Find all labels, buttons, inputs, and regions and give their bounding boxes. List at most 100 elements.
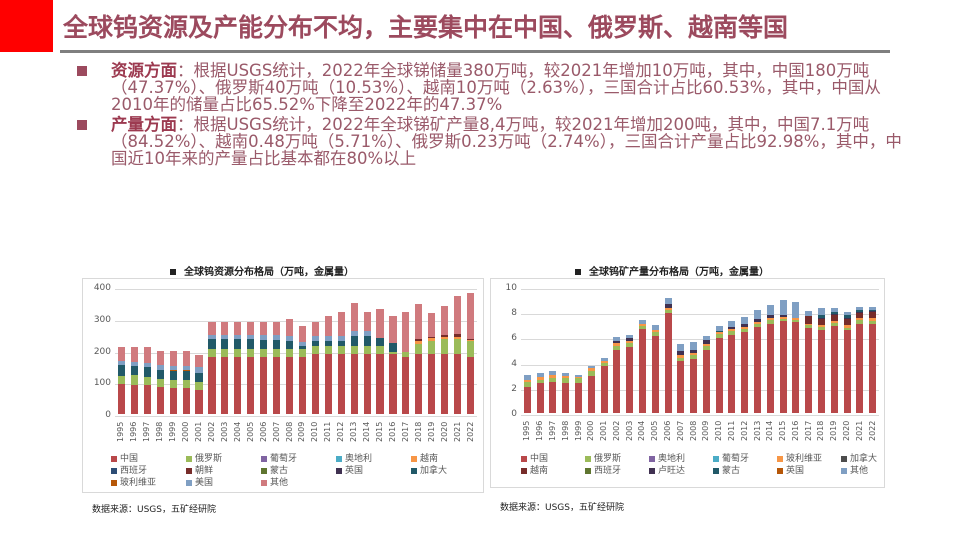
x-tick-label: 2006 xyxy=(663,420,673,441)
bar-segment xyxy=(690,342,698,351)
bar-segment xyxy=(843,327,851,331)
bar-segment xyxy=(221,356,229,414)
bar-segment xyxy=(715,338,723,413)
legend-item: 葡萄牙 xyxy=(261,451,297,464)
x-tick-label: 2017 xyxy=(803,420,813,441)
x-tick-label: 1997 xyxy=(142,421,152,442)
bar-segment xyxy=(651,332,659,337)
bar-segment xyxy=(856,317,864,321)
legend-item: 越南 xyxy=(521,463,548,476)
bar-segment xyxy=(651,324,659,330)
bar-segment xyxy=(587,370,595,376)
bar-segment xyxy=(285,356,294,414)
bar-2010 xyxy=(311,321,319,414)
bar-segment xyxy=(402,356,410,414)
x-tick-label: 1997 xyxy=(547,420,557,441)
title-marker-icon xyxy=(170,269,176,275)
legend-swatch-icon xyxy=(261,467,267,474)
bar-segment xyxy=(690,352,698,356)
x-tick-label: 2013 xyxy=(752,420,762,441)
bar-segment xyxy=(856,312,864,318)
legend-swatch-icon xyxy=(186,467,192,474)
bar-segment xyxy=(143,376,151,385)
bullet-resources: 资源方面：根据USGS统计，2022年全球锑储量380万吨，较2021年增加10… xyxy=(75,62,905,113)
bar-segment xyxy=(523,386,531,413)
x-tick-label: 2021 xyxy=(854,420,864,441)
bar-segment xyxy=(792,317,800,320)
bar-segment xyxy=(247,334,255,340)
x-tick-label: 2019 xyxy=(829,420,839,441)
title-divider xyxy=(60,50,890,53)
legend-swatch-icon xyxy=(649,455,655,462)
bar-segment xyxy=(285,340,294,349)
x-tick-label: 2020 xyxy=(439,421,449,442)
legend-swatch-icon xyxy=(336,467,342,474)
bar-segment xyxy=(415,304,423,340)
bar-1999 xyxy=(169,350,177,414)
bullet-text: ：根据USGS统计，2022年全球锑储量380万吨，较2021年增加10万吨，其… xyxy=(111,61,881,114)
bar-segment xyxy=(466,339,475,341)
bar-segment xyxy=(779,318,787,322)
bar-segment xyxy=(169,369,177,372)
bar-segment xyxy=(843,325,851,328)
bar-segment xyxy=(143,363,151,368)
legend-item: 越南 xyxy=(411,451,438,464)
bar-segment xyxy=(613,343,621,346)
bar-segment xyxy=(715,326,723,332)
bar-segment xyxy=(830,312,838,314)
bar-segment xyxy=(389,352,397,354)
legend-swatch-icon xyxy=(521,467,527,474)
x-tick-label: 2008 xyxy=(688,420,698,441)
bar-segment xyxy=(285,318,294,336)
bar-segment xyxy=(677,357,685,362)
bar-segment xyxy=(454,336,462,340)
bar-segment xyxy=(690,355,698,359)
bar-segment xyxy=(600,362,608,367)
bar-segment xyxy=(350,331,358,337)
bar-segment xyxy=(600,366,608,413)
bar-segment xyxy=(690,358,698,413)
bar-segment xyxy=(273,356,281,414)
bar-segment xyxy=(441,306,449,335)
bar-2009 xyxy=(702,336,710,413)
bar-segment xyxy=(830,321,838,323)
legend-item: 中国 xyxy=(521,451,548,464)
bar-segment xyxy=(221,339,229,349)
bar-segment xyxy=(324,341,332,346)
bar-2019 xyxy=(830,308,838,413)
bar-segment xyxy=(260,356,268,414)
bar-segment xyxy=(677,355,685,358)
gridline xyxy=(521,314,879,316)
bar-segment xyxy=(805,325,813,328)
y-tick-label: 0 xyxy=(105,410,111,420)
legend-swatch-icon xyxy=(521,455,527,462)
bar-segment xyxy=(260,335,268,341)
legend-item: 奥地利 xyxy=(336,451,372,464)
bullet-list: 资源方面：根据USGS统计，2022年全球锑储量380万吨，较2021年增加10… xyxy=(75,62,905,170)
bar-1998 xyxy=(156,350,164,414)
bar-segment xyxy=(856,323,864,413)
legend-item: 玻利维亚 xyxy=(777,451,822,464)
bar-segment xyxy=(247,348,255,357)
legend-swatch-icon xyxy=(841,455,847,462)
bar-segment xyxy=(466,293,475,340)
bar-segment xyxy=(169,387,177,414)
bullet-square-icon xyxy=(77,120,87,130)
bar-segment xyxy=(428,353,436,414)
bar-segment xyxy=(562,382,570,413)
bar-segment xyxy=(130,384,138,414)
bar-segment xyxy=(169,366,177,370)
x-tick-label: 1998 xyxy=(155,421,165,442)
legend-swatch-icon xyxy=(336,455,342,462)
bar-segment xyxy=(441,339,449,354)
bar-segment xyxy=(856,307,864,311)
bar-segment xyxy=(587,368,595,371)
bar-segment xyxy=(549,381,557,413)
bar-segment xyxy=(613,337,621,341)
bar-segment xyxy=(182,369,190,372)
bar-segment xyxy=(350,302,358,332)
gridline xyxy=(521,415,879,416)
y-tick-label: 10 xyxy=(505,283,517,293)
x-tick-label: 2004 xyxy=(637,420,647,441)
bar-segment xyxy=(130,347,138,362)
